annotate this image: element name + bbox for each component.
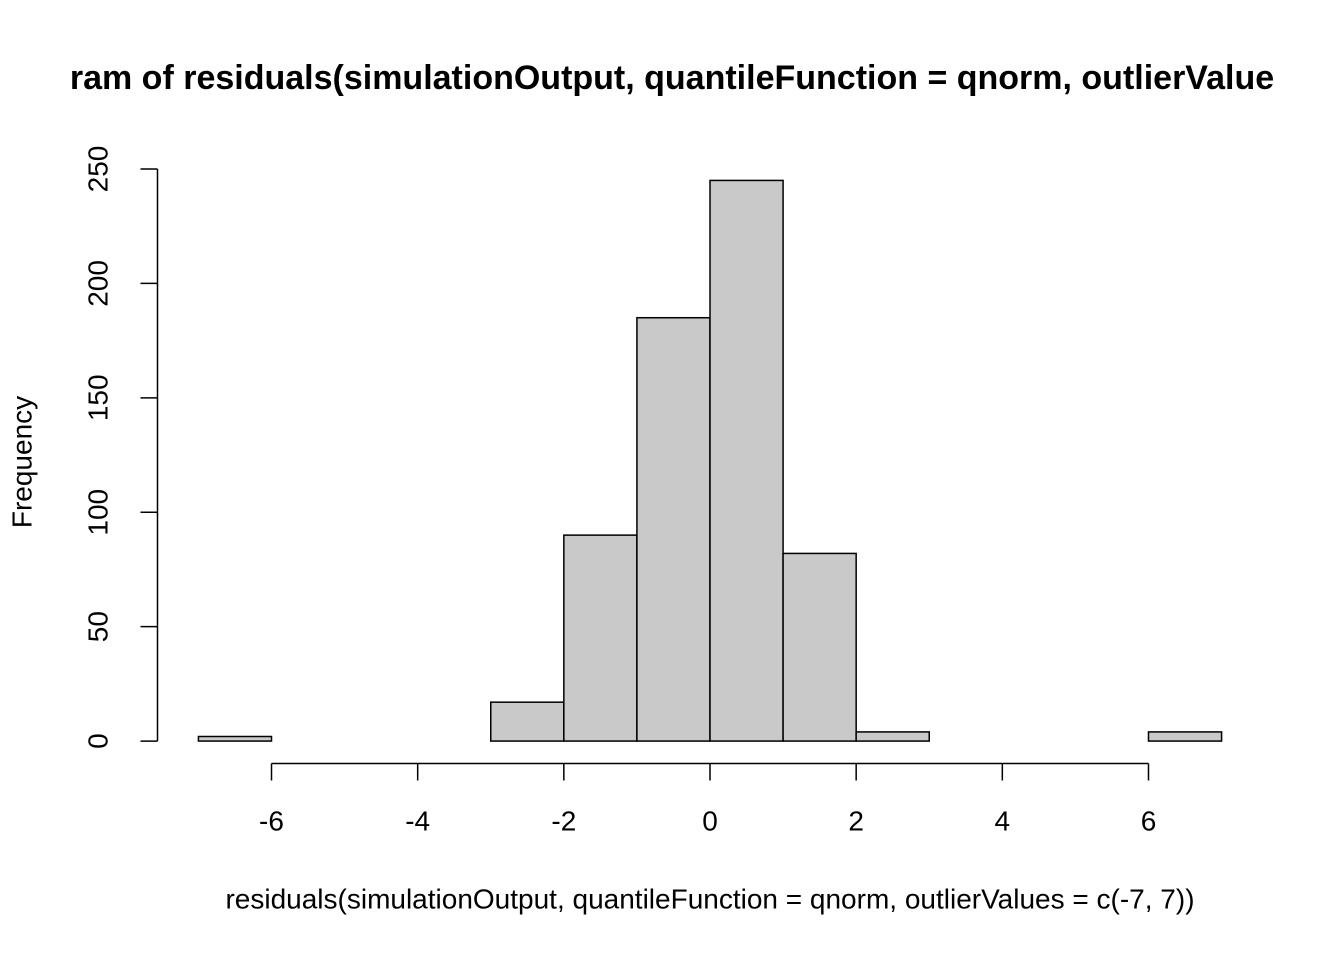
y-axis-label: Frequency	[6, 396, 37, 528]
y-tick-label: 50	[82, 611, 113, 642]
x-tick-label: 4	[995, 805, 1011, 836]
bar	[1147, 731, 1223, 742]
y-tick-label: 250	[82, 146, 113, 193]
bar	[636, 316, 711, 742]
bar	[490, 701, 565, 742]
chart-title: ram of residuals(simulationOutput, quant…	[70, 59, 1274, 97]
x-tick-label: 2	[848, 805, 864, 836]
x-tick-label: -4	[405, 805, 430, 836]
x-tick-label: -6	[259, 805, 284, 836]
x-tick-label: 6	[1141, 805, 1157, 836]
y-tick-label: 100	[82, 489, 113, 536]
y-tick-label: 200	[82, 260, 113, 307]
x-axis-label: residuals(simulationOutput, quantileFunc…	[225, 883, 1194, 914]
bar	[709, 179, 784, 742]
x-tick-label: -2	[551, 805, 576, 836]
y-tick-label: 150	[82, 374, 113, 421]
bar	[782, 552, 857, 742]
bar	[563, 534, 638, 742]
bar	[197, 735, 273, 742]
x-tick-label: 0	[702, 805, 718, 836]
bar	[855, 731, 930, 742]
y-tick-label: 0	[82, 733, 113, 749]
